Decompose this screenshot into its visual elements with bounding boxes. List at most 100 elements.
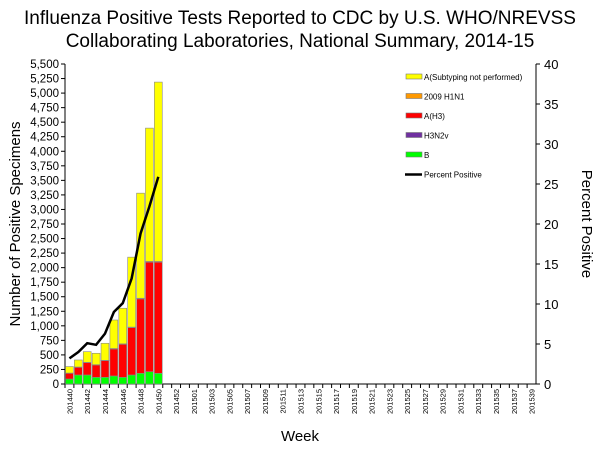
bar-b [74, 374, 83, 385]
legend-swatch [405, 151, 423, 158]
legend-swatch [405, 132, 423, 138]
x-tick-label: 201523 [385, 389, 394, 414]
bar-a-subtyping-not-performed- [136, 192, 145, 299]
y-tick-label: 250 [40, 364, 59, 376]
y2-tick-label: 0 [544, 377, 551, 392]
y-tick-label: 1,500 [30, 292, 59, 304]
legend-label: A(Subtyping not performed) [424, 73, 523, 82]
bar-b [145, 371, 154, 385]
y2-tick-label: 30 [544, 137, 558, 152]
y-tick-label: 4,750 [30, 103, 59, 115]
legend-label: Percent Positive [424, 171, 482, 180]
bar-a-h3- [154, 261, 163, 374]
bar-b [65, 378, 74, 385]
bar-a-subtyping-not-performed- [65, 366, 74, 374]
percent-positive-line [68, 176, 160, 360]
y-tick-label: 1,750 [30, 277, 59, 289]
legend-swatch [405, 112, 423, 119]
bar-a-subtyping-not-performed- [100, 342, 110, 361]
bar-b [82, 374, 92, 385]
y-tick-label: 2,250 [30, 248, 59, 260]
x-tick-label: 201444 [101, 389, 110, 414]
x-tick-label: 201442 [83, 389, 92, 414]
legend-label: B [424, 151, 429, 160]
y-tick-label: 3,250 [30, 190, 59, 202]
y-tick-label: 2,750 [30, 219, 59, 231]
x-tick-label: 201515 [314, 389, 323, 414]
legend-label: 2009 H1N1 [424, 93, 465, 102]
x-tick-label: 201448 [137, 389, 146, 414]
y-tick-label: 3,500 [30, 175, 59, 187]
y-tick-label: 4,000 [30, 146, 59, 158]
x-tick-label: 201527 [421, 389, 430, 414]
x-tick-label: 201507 [243, 389, 252, 414]
y2-tick-label: 10 [544, 297, 558, 312]
y-tick-label: 2,000 [30, 263, 59, 275]
legend-label: H3N2v [424, 132, 448, 141]
x-tick-label: 201450 [154, 389, 163, 414]
x-tick-label: 201501 [190, 389, 199, 414]
y-tick-label: 5,000 [30, 88, 59, 100]
x-tick-label: 201517 [332, 389, 341, 414]
x-tick-label: 201529 [439, 389, 448, 414]
y-tick-label: 3,000 [30, 204, 59, 216]
bar-a-subtyping-not-performed- [118, 307, 128, 345]
y-tick-label: 4,250 [30, 132, 59, 144]
chart-title: Collaborating Laboratories, National Sum… [66, 31, 535, 52]
bar-a-subtyping-not-performed- [82, 351, 92, 363]
x-tick-label: 201525 [403, 389, 412, 414]
y2-tick-label: 40 [544, 57, 558, 72]
bar-b [127, 374, 136, 385]
y-axis-label: Number of Positive Specimens [7, 121, 24, 326]
y-tick-label: 4,500 [30, 117, 59, 129]
x-tick-label: 201446 [119, 389, 128, 414]
x-tick-label: 201513 [297, 389, 306, 414]
x-tick-label: 201539 [528, 389, 537, 414]
x-tick-label: 201440 [65, 389, 74, 414]
bar-a-h3- [136, 298, 145, 374]
bar-a-h3- [109, 348, 119, 377]
bar-b [100, 377, 110, 385]
bar-b [109, 375, 119, 385]
bar-a-h3- [100, 360, 110, 378]
bar-a-h3- [91, 364, 101, 378]
bar-b [136, 372, 145, 385]
y2-tick-label: 15 [544, 257, 558, 272]
x-tick-label: 201511 [279, 389, 288, 413]
x-tick-label: 201505 [225, 389, 234, 414]
legend-swatch [405, 93, 423, 99]
y-tick-label: 0 [53, 379, 59, 391]
bar-a-subtyping-not-performed- [74, 359, 83, 368]
chart-title: Influenza Positive Tests Reported to CDC… [24, 8, 576, 29]
x-tick-label: 201503 [208, 389, 217, 414]
x-tick-label: 201521 [368, 389, 377, 414]
bar-a-subtyping-not-performed- [91, 352, 101, 365]
bar-a-subtyping-not-performed- [109, 319, 119, 349]
y-tick-label: 500 [40, 350, 59, 362]
x-tick-label: 201533 [474, 389, 483, 414]
y2-tick-label: 35 [544, 97, 558, 112]
bar-a-h3- [127, 327, 136, 376]
x-tick-label: 201452 [172, 389, 181, 414]
y2-tick-label: 5 [544, 337, 551, 352]
bar-b [118, 377, 128, 385]
y-tick-label: 1,000 [30, 321, 59, 333]
y-tick-label: 2,500 [30, 234, 59, 246]
bar-b [154, 372, 163, 385]
y-tick-label: 3,750 [30, 161, 59, 173]
legend-label: A(H3) [424, 112, 445, 121]
bar-a-h3- [65, 372, 74, 380]
x-tick-label: 201519 [350, 389, 359, 414]
x-tick-label: 201509 [261, 389, 270, 414]
bar-a-h3- [82, 362, 92, 376]
y2-tick-label: 25 [544, 177, 558, 192]
x-tick-label: 201535 [492, 389, 501, 414]
bar-a-h3- [145, 261, 154, 372]
y-tick-label: 750 [40, 335, 59, 347]
y-tick-label: 5,250 [30, 74, 59, 86]
x-tick-label: 201537 [510, 389, 519, 414]
y2-tick-label: 20 [544, 217, 558, 232]
bar-b [91, 377, 101, 385]
bar-a-subtyping-not-performed- [154, 81, 163, 262]
